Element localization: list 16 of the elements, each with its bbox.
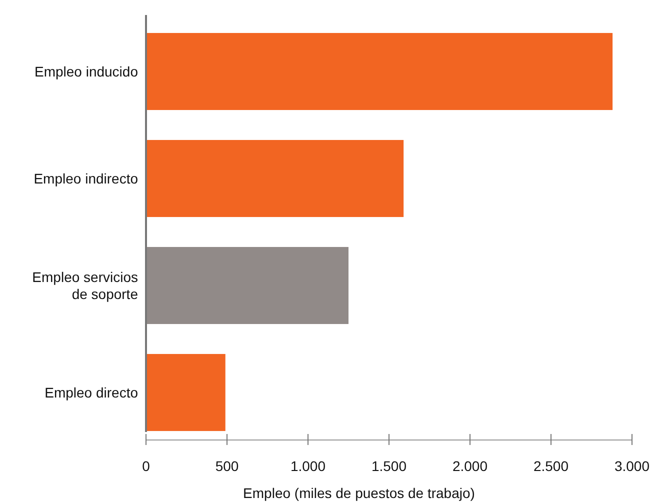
x-axis-title: Empleo (miles de puestos de trabajo) (243, 485, 475, 501)
bar (146, 354, 226, 432)
x-tick-label: 1.500 (371, 458, 407, 474)
bar (146, 32, 613, 110)
y-tick-label: Empleo indirecto (34, 170, 138, 186)
x-tick-label: 0 (142, 458, 150, 474)
x-tick-label: 1.000 (290, 458, 326, 474)
y-tick-label: Empleo inducido (34, 64, 138, 80)
y-tick-label: Empleo servicios de soporte (32, 269, 138, 302)
x-tick-label: 3.000 (614, 458, 650, 474)
x-tick-label: 2.000 (452, 458, 488, 474)
bar (146, 246, 348, 324)
x-tick-label: 2.500 (533, 458, 569, 474)
x-tick-label: 500 (215, 458, 239, 474)
y-tick-label: Empleo directo (44, 384, 138, 400)
bar (146, 140, 404, 218)
